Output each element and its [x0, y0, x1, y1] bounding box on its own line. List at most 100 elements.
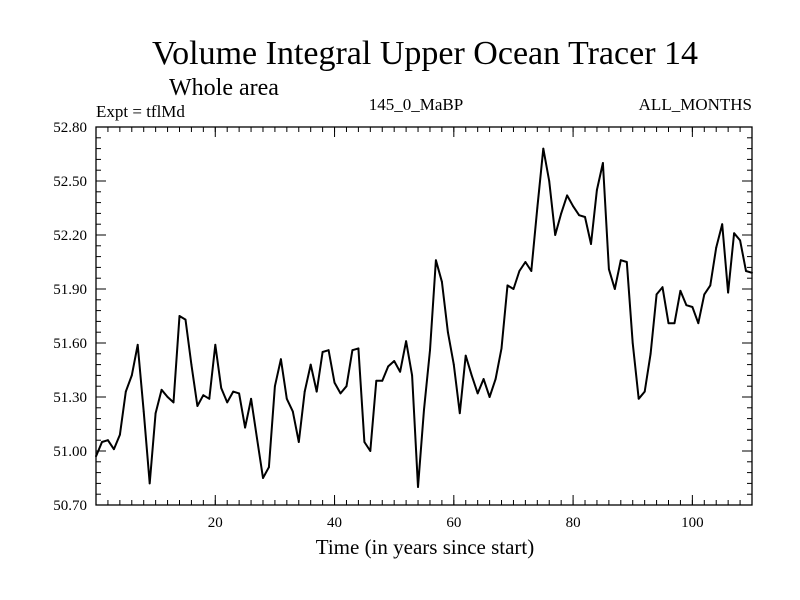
data-point: [596, 189, 598, 191]
data-point: [751, 271, 753, 274]
data-point: [512, 288, 515, 290]
run-label: 145_0_MaBP: [369, 95, 463, 114]
x-axis-label: Time (in years since start): [316, 535, 535, 559]
data-point: [697, 322, 700, 325]
y-tick-label: 51.00: [53, 444, 87, 460]
data-point: [435, 259, 437, 262]
data-point: [148, 482, 151, 485]
data-point: [715, 246, 718, 249]
data-point: [393, 360, 396, 362]
data-point: [345, 385, 348, 388]
data-point: [399, 370, 402, 373]
data-point: [470, 374, 473, 377]
data-point: [220, 387, 223, 389]
data-point: [673, 322, 676, 325]
data-point: [160, 388, 163, 391]
data-point: [118, 433, 121, 436]
data-point: [643, 390, 646, 393]
y-tick-label: 52.80: [53, 120, 87, 136]
data-point: [506, 284, 509, 287]
data-point: [685, 304, 688, 307]
data-point: [417, 486, 419, 488]
data-point: [387, 365, 390, 368]
data-point: [363, 441, 366, 443]
data-point: [542, 147, 545, 150]
data-point: [196, 405, 199, 407]
data-point: [560, 212, 563, 215]
data-point: [297, 441, 300, 443]
data-point: [619, 259, 622, 262]
data-point: [238, 392, 241, 395]
data-point: [142, 410, 145, 413]
data-point: [566, 194, 569, 197]
series-line: [95, 147, 753, 488]
y-tick-label: 52.20: [53, 228, 87, 244]
data-point: [476, 392, 479, 395]
data-point: [584, 216, 586, 218]
data-point: [440, 280, 443, 283]
plot-frame: [95, 126, 753, 506]
data-point: [262, 477, 264, 479]
data-point: [446, 331, 449, 334]
data-point: [602, 162, 604, 164]
data-point: [655, 293, 658, 296]
data-point: [166, 396, 169, 398]
data-point: [405, 340, 408, 343]
data-point: [500, 347, 503, 350]
data-point: [488, 396, 491, 398]
data-point: [548, 180, 551, 182]
data-point: [667, 322, 670, 325]
y-tick-label: 52.50: [53, 174, 87, 190]
data-point: [208, 397, 211, 400]
data-point: [250, 397, 252, 400]
data-point: [572, 205, 574, 208]
data-point: [101, 441, 103, 443]
data-point: [429, 349, 431, 352]
data-point: [285, 397, 288, 400]
data-point: [679, 289, 682, 292]
data-point: [536, 207, 539, 209]
data-point: [739, 239, 741, 242]
data-point: [184, 318, 187, 321]
data-point: [727, 291, 730, 294]
data-point: [268, 466, 270, 469]
data-point: [721, 223, 724, 226]
data-point: [357, 347, 360, 350]
data-point: [452, 363, 455, 366]
data-point: [661, 286, 664, 289]
data-point: [625, 261, 628, 263]
data-point: [745, 270, 747, 272]
data-point: [494, 378, 497, 380]
chart-title: Volume Integral Upper Ocean Tracer 14: [152, 35, 698, 72]
data-point: [411, 374, 413, 377]
data-point: [279, 358, 282, 361]
data-point: [327, 349, 330, 352]
data-point: [256, 437, 258, 440]
data-point: [226, 401, 229, 404]
data-point: [190, 363, 193, 366]
x-tick-label: 100: [681, 515, 704, 531]
data-point: [482, 378, 485, 380]
data-point: [423, 408, 425, 411]
months-label: ALL_MONTHS: [639, 95, 752, 114]
data-point: [112, 448, 115, 451]
data-point: [375, 379, 378, 382]
data-point: [303, 390, 306, 393]
data-point: [136, 343, 139, 346]
data-point: [703, 293, 706, 296]
data-point: [274, 385, 276, 388]
data-point: [333, 381, 336, 384]
data-point: [95, 455, 97, 458]
data-point: [613, 288, 616, 290]
data-point: [172, 401, 175, 404]
x-tick-label: 40: [327, 515, 342, 531]
data-point: [202, 394, 205, 397]
data-point: [130, 374, 133, 377]
x-tick-label: 80: [566, 515, 581, 531]
data-point: [590, 243, 592, 245]
data-point: [309, 363, 312, 366]
data-point: [554, 234, 557, 236]
data-point: [178, 315, 181, 317]
x-tick-label: 60: [446, 515, 461, 531]
